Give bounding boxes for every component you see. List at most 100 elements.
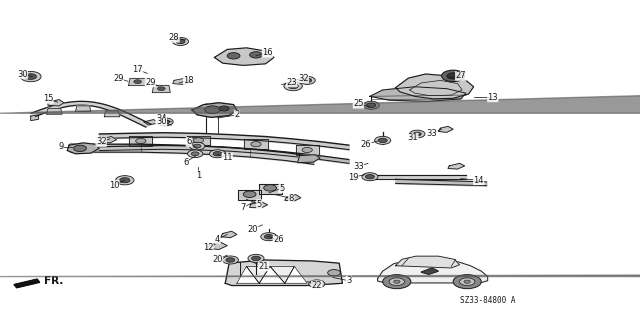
Text: 9: 9 [58,142,63,151]
Circle shape [453,275,481,289]
Text: 10: 10 [109,181,119,189]
Circle shape [362,173,378,181]
Polygon shape [238,190,261,200]
Circle shape [299,76,316,85]
Text: 2: 2 [234,110,239,119]
Polygon shape [259,266,285,283]
Text: 23: 23 [287,78,297,87]
Text: 6: 6 [183,158,188,167]
Polygon shape [187,136,210,145]
Text: SZ33-84800 A: SZ33-84800 A [460,296,515,305]
Polygon shape [270,266,294,283]
Polygon shape [259,184,282,194]
Text: 26: 26 [361,140,371,149]
Polygon shape [370,87,466,101]
Circle shape [226,258,235,262]
Polygon shape [31,101,151,127]
Polygon shape [67,143,99,154]
Text: 16: 16 [262,48,273,57]
Circle shape [25,74,36,79]
Polygon shape [396,256,460,268]
Text: 33: 33 [353,162,364,171]
Circle shape [188,150,203,158]
Text: 8: 8 [289,194,294,203]
Text: 12: 12 [203,243,213,252]
Circle shape [312,282,321,286]
Text: 13: 13 [488,93,498,102]
Text: 17: 17 [132,65,143,74]
Circle shape [205,106,220,114]
Text: 19: 19 [348,173,358,182]
Circle shape [378,138,387,143]
Circle shape [308,280,325,288]
Circle shape [189,142,205,150]
Polygon shape [47,108,62,114]
Polygon shape [144,120,159,125]
Text: 28: 28 [169,33,179,42]
Circle shape [219,106,229,111]
Circle shape [365,174,374,179]
Text: 15: 15 [43,94,53,103]
Text: 4: 4 [215,235,220,244]
Circle shape [394,280,400,283]
Text: 25: 25 [353,99,364,108]
Text: 22: 22 [312,281,322,290]
Circle shape [442,70,465,82]
Polygon shape [438,126,453,132]
Text: 32: 32 [96,137,106,146]
Text: 11: 11 [222,153,232,162]
Polygon shape [129,136,152,146]
Circle shape [213,152,222,156]
Polygon shape [244,139,268,149]
Circle shape [413,132,421,136]
Text: 33: 33 [427,129,437,138]
Circle shape [248,254,264,263]
Text: 20: 20 [212,255,223,263]
Polygon shape [225,260,342,286]
Circle shape [447,73,460,79]
Circle shape [363,101,380,109]
Circle shape [284,82,302,91]
Text: 20: 20 [248,225,258,234]
Polygon shape [214,48,274,65]
Polygon shape [421,268,438,274]
Circle shape [367,103,376,108]
Text: 5: 5 [257,200,262,209]
Polygon shape [296,145,319,155]
Circle shape [251,142,261,147]
Polygon shape [129,78,147,85]
Circle shape [264,185,276,191]
Circle shape [389,278,404,286]
Text: 32: 32 [298,74,308,83]
Polygon shape [14,279,40,288]
Circle shape [264,234,273,239]
Text: 18: 18 [184,76,194,85]
Circle shape [157,118,173,126]
Polygon shape [448,163,465,169]
Circle shape [303,78,312,83]
Text: 7: 7 [241,203,246,212]
Polygon shape [48,100,64,106]
Polygon shape [285,195,301,201]
Polygon shape [237,266,259,283]
Text: 30: 30 [17,70,28,78]
Polygon shape [104,111,120,117]
Circle shape [243,191,256,197]
Circle shape [136,138,146,144]
Text: 6: 6 [186,137,191,146]
Circle shape [374,136,391,145]
Circle shape [172,37,189,46]
Polygon shape [396,74,474,99]
Polygon shape [378,258,488,283]
Text: 3: 3 [346,276,351,285]
Polygon shape [192,103,237,117]
Circle shape [74,145,86,152]
Circle shape [161,120,170,124]
Polygon shape [173,78,191,85]
Text: 21: 21 [259,262,269,271]
Circle shape [227,53,240,59]
Text: 30: 30 [156,117,166,126]
Circle shape [302,147,312,152]
Polygon shape [76,106,91,112]
Polygon shape [31,115,38,121]
